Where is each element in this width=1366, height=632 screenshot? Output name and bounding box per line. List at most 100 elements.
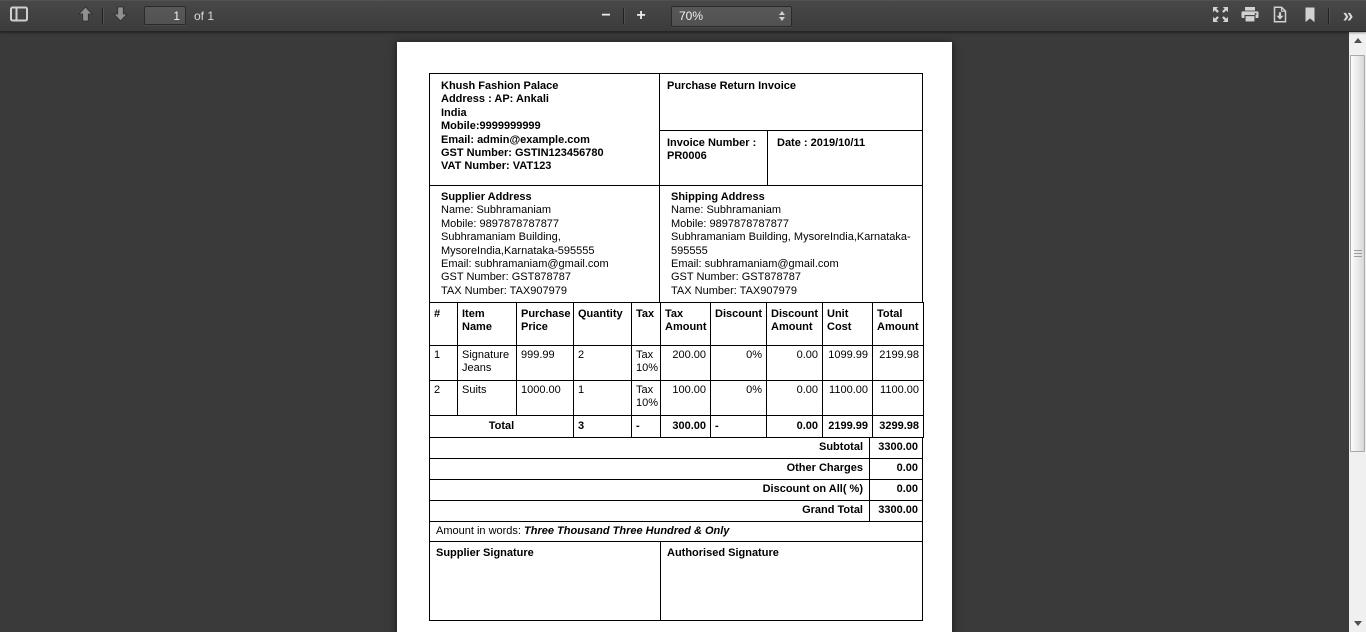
toolbar-left-group: of 1 [0, 3, 214, 28]
header-cell: Discount [710, 302, 767, 346]
item-cell: Tax 10% [631, 380, 661, 416]
summary-value: 3300.00 [869, 501, 922, 521]
presentation-mode-button[interactable] [1205, 4, 1235, 29]
company-line: Email: admin@example.com [441, 133, 590, 146]
scroll-up-icon [1353, 38, 1362, 43]
header-cell: Tax Amount [660, 302, 711, 346]
summary-value: 0.00 [869, 480, 922, 500]
header-cell: Unit Cost [822, 302, 873, 346]
items-header-row: # Item Name Purchase Price Quantity Tax … [429, 302, 924, 346]
zoom-level-value: 70% [679, 9, 704, 23]
supplier-address-title: Supplier Address [441, 191, 532, 203]
supplier-line: TAX Number: TAX907979 [441, 284, 567, 297]
page-number-input[interactable] [144, 6, 186, 25]
invoice-header-section: Khush Fashion Palace Address : AP: Ankal… [429, 73, 923, 186]
invoice-number-label: Invoice Number : [667, 137, 757, 149]
vertical-scrollbar[interactable] [1349, 32, 1366, 632]
item-cell: 2 [573, 345, 632, 381]
invoice-date-cell: Date : 2019/10/11 [777, 137, 866, 149]
amount-in-words-label: Amount in words: [436, 525, 525, 537]
item-cell: Suits [457, 380, 517, 416]
shipping-line: Email: subhramaniam@gmail.com [671, 258, 839, 271]
scroll-down-button[interactable] [1349, 615, 1366, 632]
supplier-line: MysoreIndia,Karnataka-595555 [441, 244, 595, 257]
pdf-toolbar: of 1 − + 70% [0, 0, 1366, 32]
invoice-meta-row: Invoice Number : PR0006 Date : 2019/10/1… [660, 131, 922, 185]
zoom-level-select[interactable]: 70% [671, 5, 792, 27]
scroll-up-button[interactable] [1349, 32, 1366, 49]
supplier-line: Email: subhramaniam@gmail.com [441, 258, 609, 271]
total-cell: 2199.99 [822, 415, 873, 438]
company-line: Address : AP: Ankali [441, 93, 549, 106]
arrow-down-icon [112, 6, 129, 25]
item-cell: 0% [710, 380, 767, 416]
company-line: India [441, 106, 467, 119]
item-cell: 1100.00 [822, 380, 873, 416]
total-cell: - [631, 415, 661, 438]
shipping-address-title: Shipping Address [671, 191, 765, 203]
summary-label: Discount on All( %) [762, 483, 863, 496]
supplier-signature-cell: Supplier Signature [430, 542, 661, 620]
item-cell: Tax 10% [631, 345, 661, 381]
plus-icon: + [636, 7, 646, 24]
download-button[interactable] [1265, 4, 1295, 29]
item-cell: 999.99 [516, 345, 574, 381]
zoom-in-button[interactable]: + [627, 4, 655, 29]
header-cell: Tax [631, 302, 661, 346]
header-cell: Quantity [573, 302, 632, 346]
amount-in-words-value: Three Thousand Three Hundred & Only [524, 525, 730, 537]
supplier-line: GST Number: GST878787 [441, 271, 572, 284]
item-cell: 2199.98 [872, 345, 924, 381]
toolbar-separator [623, 8, 624, 24]
print-button[interactable] [1235, 4, 1265, 29]
company-name: Khush Fashion Palace [441, 80, 559, 92]
scroll-down-icon [1353, 621, 1362, 626]
double-chevron-icon: » [1342, 5, 1353, 27]
item-cell: 1099.99 [822, 345, 873, 381]
header-cell: # [429, 302, 458, 346]
header-cell: Purchase Price [516, 302, 574, 346]
total-cell: 3299.98 [872, 415, 924, 438]
amount-in-words-row: Amount in words: Three Thousand Three Hu… [429, 521, 923, 542]
supplier-line: Mobile: 9897878787877 [441, 217, 560, 230]
toolbar-right-group: » [1205, 0, 1362, 32]
sidebar-icon [10, 6, 28, 25]
total-cell: 300.00 [660, 415, 711, 438]
arrow-up-icon [77, 6, 94, 25]
item-cell: 100.00 [660, 380, 711, 416]
item-cell: 0% [710, 345, 767, 381]
pdf-page: Khush Fashion Palace Address : AP: Ankal… [397, 42, 952, 632]
zoom-out-button[interactable]: − [592, 4, 620, 29]
shipping-line: TAX Number: TAX907979 [671, 284, 797, 297]
summary-row-grand-total: Grand Total 3300.00 [429, 500, 923, 522]
supplier-line: Name: Subhramaniam [441, 204, 552, 217]
item-row: 1 Signature Jeans 999.99 2 Tax 10% 200.0… [429, 345, 924, 381]
scrollbar-thumb[interactable] [1350, 55, 1365, 452]
bookmark-button[interactable] [1295, 4, 1325, 29]
summary-row-other-charges: Other Charges 0.00 [429, 458, 923, 480]
bookmark-icon [1304, 7, 1316, 26]
address-section: Supplier Address Name: Subhramaniam Mobi… [429, 185, 923, 303]
page-nav-group [71, 3, 134, 28]
select-spinner-icon [779, 11, 785, 21]
shipping-line: Mobile: 9897878787877 [671, 217, 790, 230]
total-cell: - [710, 415, 767, 438]
total-cell: 0.00 [766, 415, 823, 438]
company-info: Khush Fashion Palace Address : AP: Ankal… [430, 74, 660, 185]
header-cell: Total Amount [872, 302, 924, 346]
item-cell: 2 [429, 380, 458, 416]
scrollbar-grip-icon [1354, 249, 1362, 258]
total-label: Total [429, 415, 574, 438]
total-cell: 3 [573, 415, 632, 438]
next-page-button[interactable] [106, 3, 134, 28]
items-table: # Item Name Purchase Price Quantity Tax … [429, 302, 924, 438]
signature-section: Supplier Signature Authorised Signature [429, 541, 923, 621]
header-cell: Discount Amount [766, 302, 823, 346]
toggle-sidebar-button[interactable] [5, 3, 33, 28]
more-tools-button[interactable]: » [1332, 4, 1362, 29]
page-count-label: of 1 [194, 8, 215, 23]
previous-page-button[interactable] [71, 3, 99, 28]
shipping-line: Name: Subhramaniam [671, 204, 782, 217]
item-cell: 1000.00 [516, 380, 574, 416]
